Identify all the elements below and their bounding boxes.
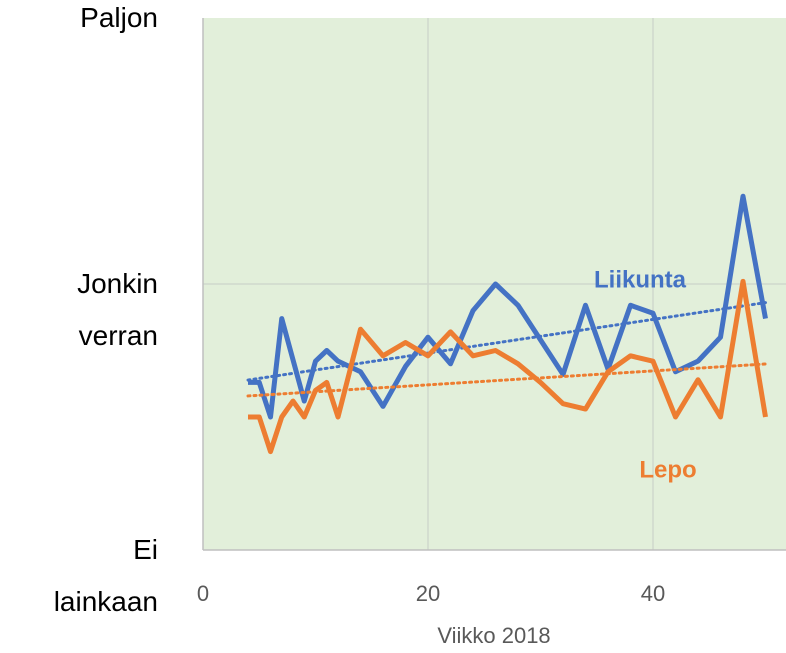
series-label: Lepo (639, 456, 696, 483)
trendline (246, 362, 767, 398)
series-label: Liikunta (594, 266, 687, 293)
y-tick-label: Ei lainkaan (53, 534, 158, 617)
line-series (248, 193, 768, 420)
y-tick-label: Jonkin verran (77, 268, 158, 351)
line-series (248, 278, 768, 455)
x-tick-label: 20 (416, 581, 440, 606)
x-axis-label: Viikko 2018 (437, 623, 550, 648)
x-tick-label: 40 (641, 581, 665, 606)
x-tick-label: 0 (197, 581, 209, 606)
y-tick-label: Paljon (80, 2, 158, 33)
trendline (246, 301, 767, 382)
